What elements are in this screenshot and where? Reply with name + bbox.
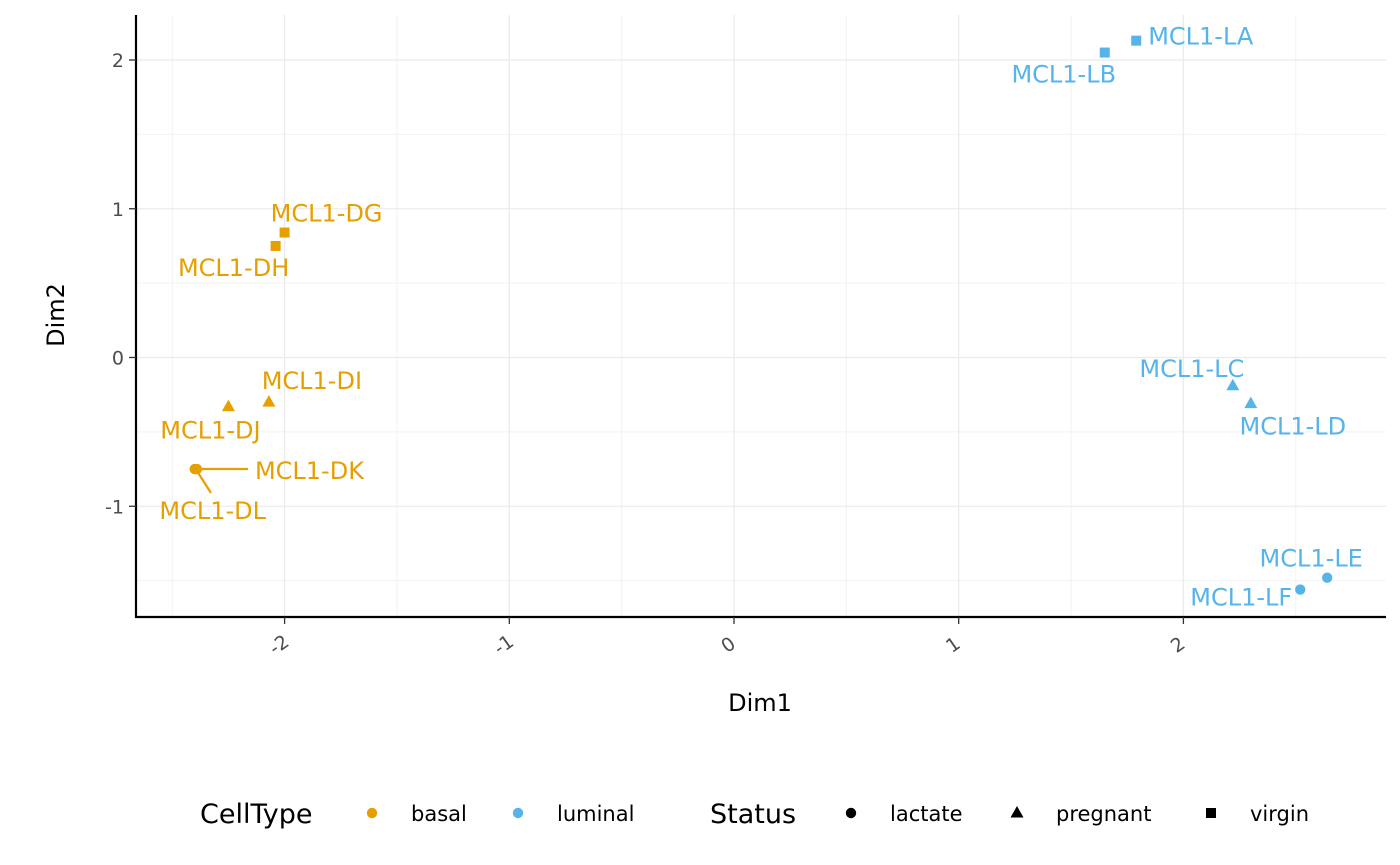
data-point — [1244, 396, 1258, 409]
legend: CellType basal luminal Status lactate pregnan… — [200, 799, 1309, 830]
point-label: MCL1-DJ — [160, 417, 260, 445]
point-label: MCL1-LD — [1239, 413, 1346, 441]
point-label: MCL1-DG — [271, 200, 383, 228]
data-point — [270, 240, 281, 251]
data-point — [279, 227, 290, 238]
data-point — [1099, 47, 1110, 58]
y-tick-label: -1 — [105, 496, 124, 518]
y-tick-label: 0 — [112, 348, 124, 370]
legend-label: lactate — [890, 802, 963, 826]
data-point — [1322, 572, 1333, 583]
point-label: MCL1-DK — [255, 457, 365, 485]
legend-label: luminal — [557, 802, 634, 826]
data-point — [221, 399, 235, 412]
legend-key — [366, 807, 378, 819]
legend-title: Status — [710, 799, 796, 830]
y-axis-title: Dim2 — [42, 283, 70, 347]
x-axis-ticks: -2 -1 0 1 2 — [265, 617, 1189, 660]
point-label: MCL1-DL — [159, 497, 266, 525]
y-axis-ticks: -1 0 1 2 — [105, 50, 136, 518]
legend-key — [1010, 806, 1024, 818]
x-tick-label: 2 — [1167, 633, 1190, 658]
legend-label: basal — [411, 802, 467, 826]
legend-label: pregnant — [1056, 802, 1151, 826]
legend-key — [845, 807, 857, 819]
data-point — [1295, 584, 1306, 595]
label-leader-lines — [193, 467, 248, 494]
point-label: MCL1-LA — [1148, 23, 1254, 51]
x-axis-title: Dim1 — [728, 689, 792, 717]
x-tick-label: -1 — [490, 631, 518, 660]
legend-label: virgin — [1250, 802, 1309, 826]
axes — [134, 15, 1386, 619]
data-point — [189, 463, 200, 475]
data-points — [189, 35, 1333, 595]
legend-title: CellType — [200, 799, 312, 830]
data-point — [1131, 35, 1142, 46]
legend-key — [1206, 808, 1216, 818]
grid-lines — [136, 15, 1386, 617]
x-tick-label: -2 — [265, 631, 293, 660]
x-tick-label: 1 — [942, 633, 965, 658]
point-label: MCL1-DI — [262, 367, 362, 395]
point-label: MCL1-LF — [1190, 584, 1292, 612]
x-tick-label: 0 — [717, 633, 740, 658]
y-tick-label: 2 — [112, 50, 124, 72]
data-point — [1226, 378, 1240, 391]
point-label: MCL1-DH — [178, 254, 289, 282]
point-label: MCL1-LC — [1139, 355, 1244, 383]
data-point — [262, 395, 276, 407]
label-leader-line — [196, 470, 212, 494]
y-tick-label: 1 — [112, 199, 124, 221]
point-label: MCL1-LE — [1260, 545, 1363, 573]
legend-key — [512, 807, 524, 819]
point-label: MCL1-LB — [1011, 61, 1116, 89]
